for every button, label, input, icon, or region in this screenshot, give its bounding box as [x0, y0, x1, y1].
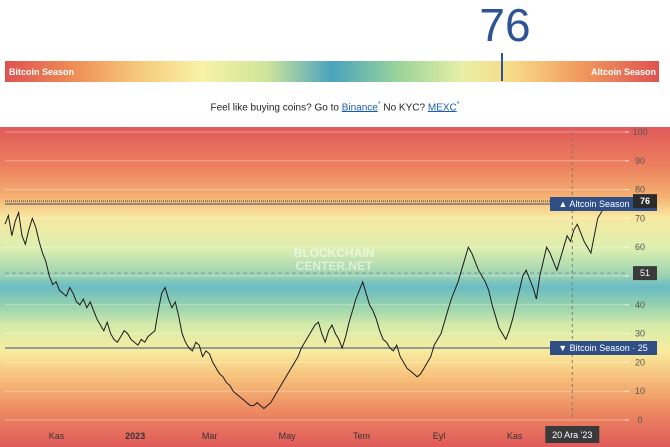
binance-mark: * [377, 101, 381, 108]
promo-text: Feel like buying coins? Go to Binance* N… [0, 101, 670, 113]
crosshair-value-label: 51 [640, 268, 650, 278]
y-tick-label: 30 [635, 329, 645, 339]
season-gauge-bar [5, 61, 659, 82]
x-tick-label: May [279, 431, 297, 441]
x-tick-label: Kas [507, 431, 523, 441]
y-tick-label: 100 [632, 127, 647, 137]
y-tick-label: 70 [635, 213, 645, 223]
x-tick-label: Kas [49, 431, 65, 441]
chart-background [0, 127, 670, 447]
binance-link[interactable]: Binance [341, 102, 378, 114]
y-tick-label: 90 [635, 156, 645, 166]
y-tick-label: 20 [635, 357, 645, 367]
x-tick-label: Mar [202, 431, 218, 441]
current-value-display: 76 [479, 0, 531, 51]
gauge-left-label: Bitcoin Season [9, 67, 75, 77]
x-tick-label: 2023 [125, 431, 145, 441]
watermark-line2: CENTER.NET [296, 259, 373, 273]
y-tick-label: 60 [635, 242, 645, 252]
x-tick-label: Eyl [433, 431, 446, 441]
gauge-right-label: Altcoin Season [590, 67, 656, 77]
mexc-link[interactable]: MEXC [427, 102, 457, 114]
series-line [4, 200, 612, 410]
y-tick-label: 0 [637, 415, 642, 425]
bitcoin-threshold-label: ▼ Bitcoin Season · 25 [558, 343, 647, 353]
bitcoin-threshold-badge [550, 341, 657, 355]
altcoin-index-chart: BLOCKCHAINCENTER.NET01020304050607080901… [0, 127, 670, 447]
crosshair-value-badge [633, 266, 657, 281]
crosshair-date-badge [545, 426, 600, 443]
y-tick-label: 10 [635, 386, 645, 396]
promo-middle: No KYC? [380, 102, 428, 114]
current-value-badge [633, 194, 657, 209]
watermark-line1: BLOCKCHAIN [294, 246, 375, 260]
y-tick-label: 40 [635, 300, 645, 310]
x-tick-label: Tem [353, 431, 370, 441]
chart-area: BLOCKCHAINCENTER.NET01020304050607080901… [0, 127, 670, 447]
gauge-marker [501, 53, 504, 81]
current-value-label: 76 [640, 196, 650, 206]
mexc-mark: * [456, 101, 460, 108]
crosshair-date-label: 20 Ara '23 [552, 430, 592, 440]
altcoin-threshold-badge [550, 197, 657, 211]
y-tick-label: 80 [635, 185, 645, 195]
promo-prefix: Feel like buying coins? Go to [210, 102, 342, 114]
altcoin-threshold-label: ▲ Altcoin Season · 75 [559, 199, 648, 209]
